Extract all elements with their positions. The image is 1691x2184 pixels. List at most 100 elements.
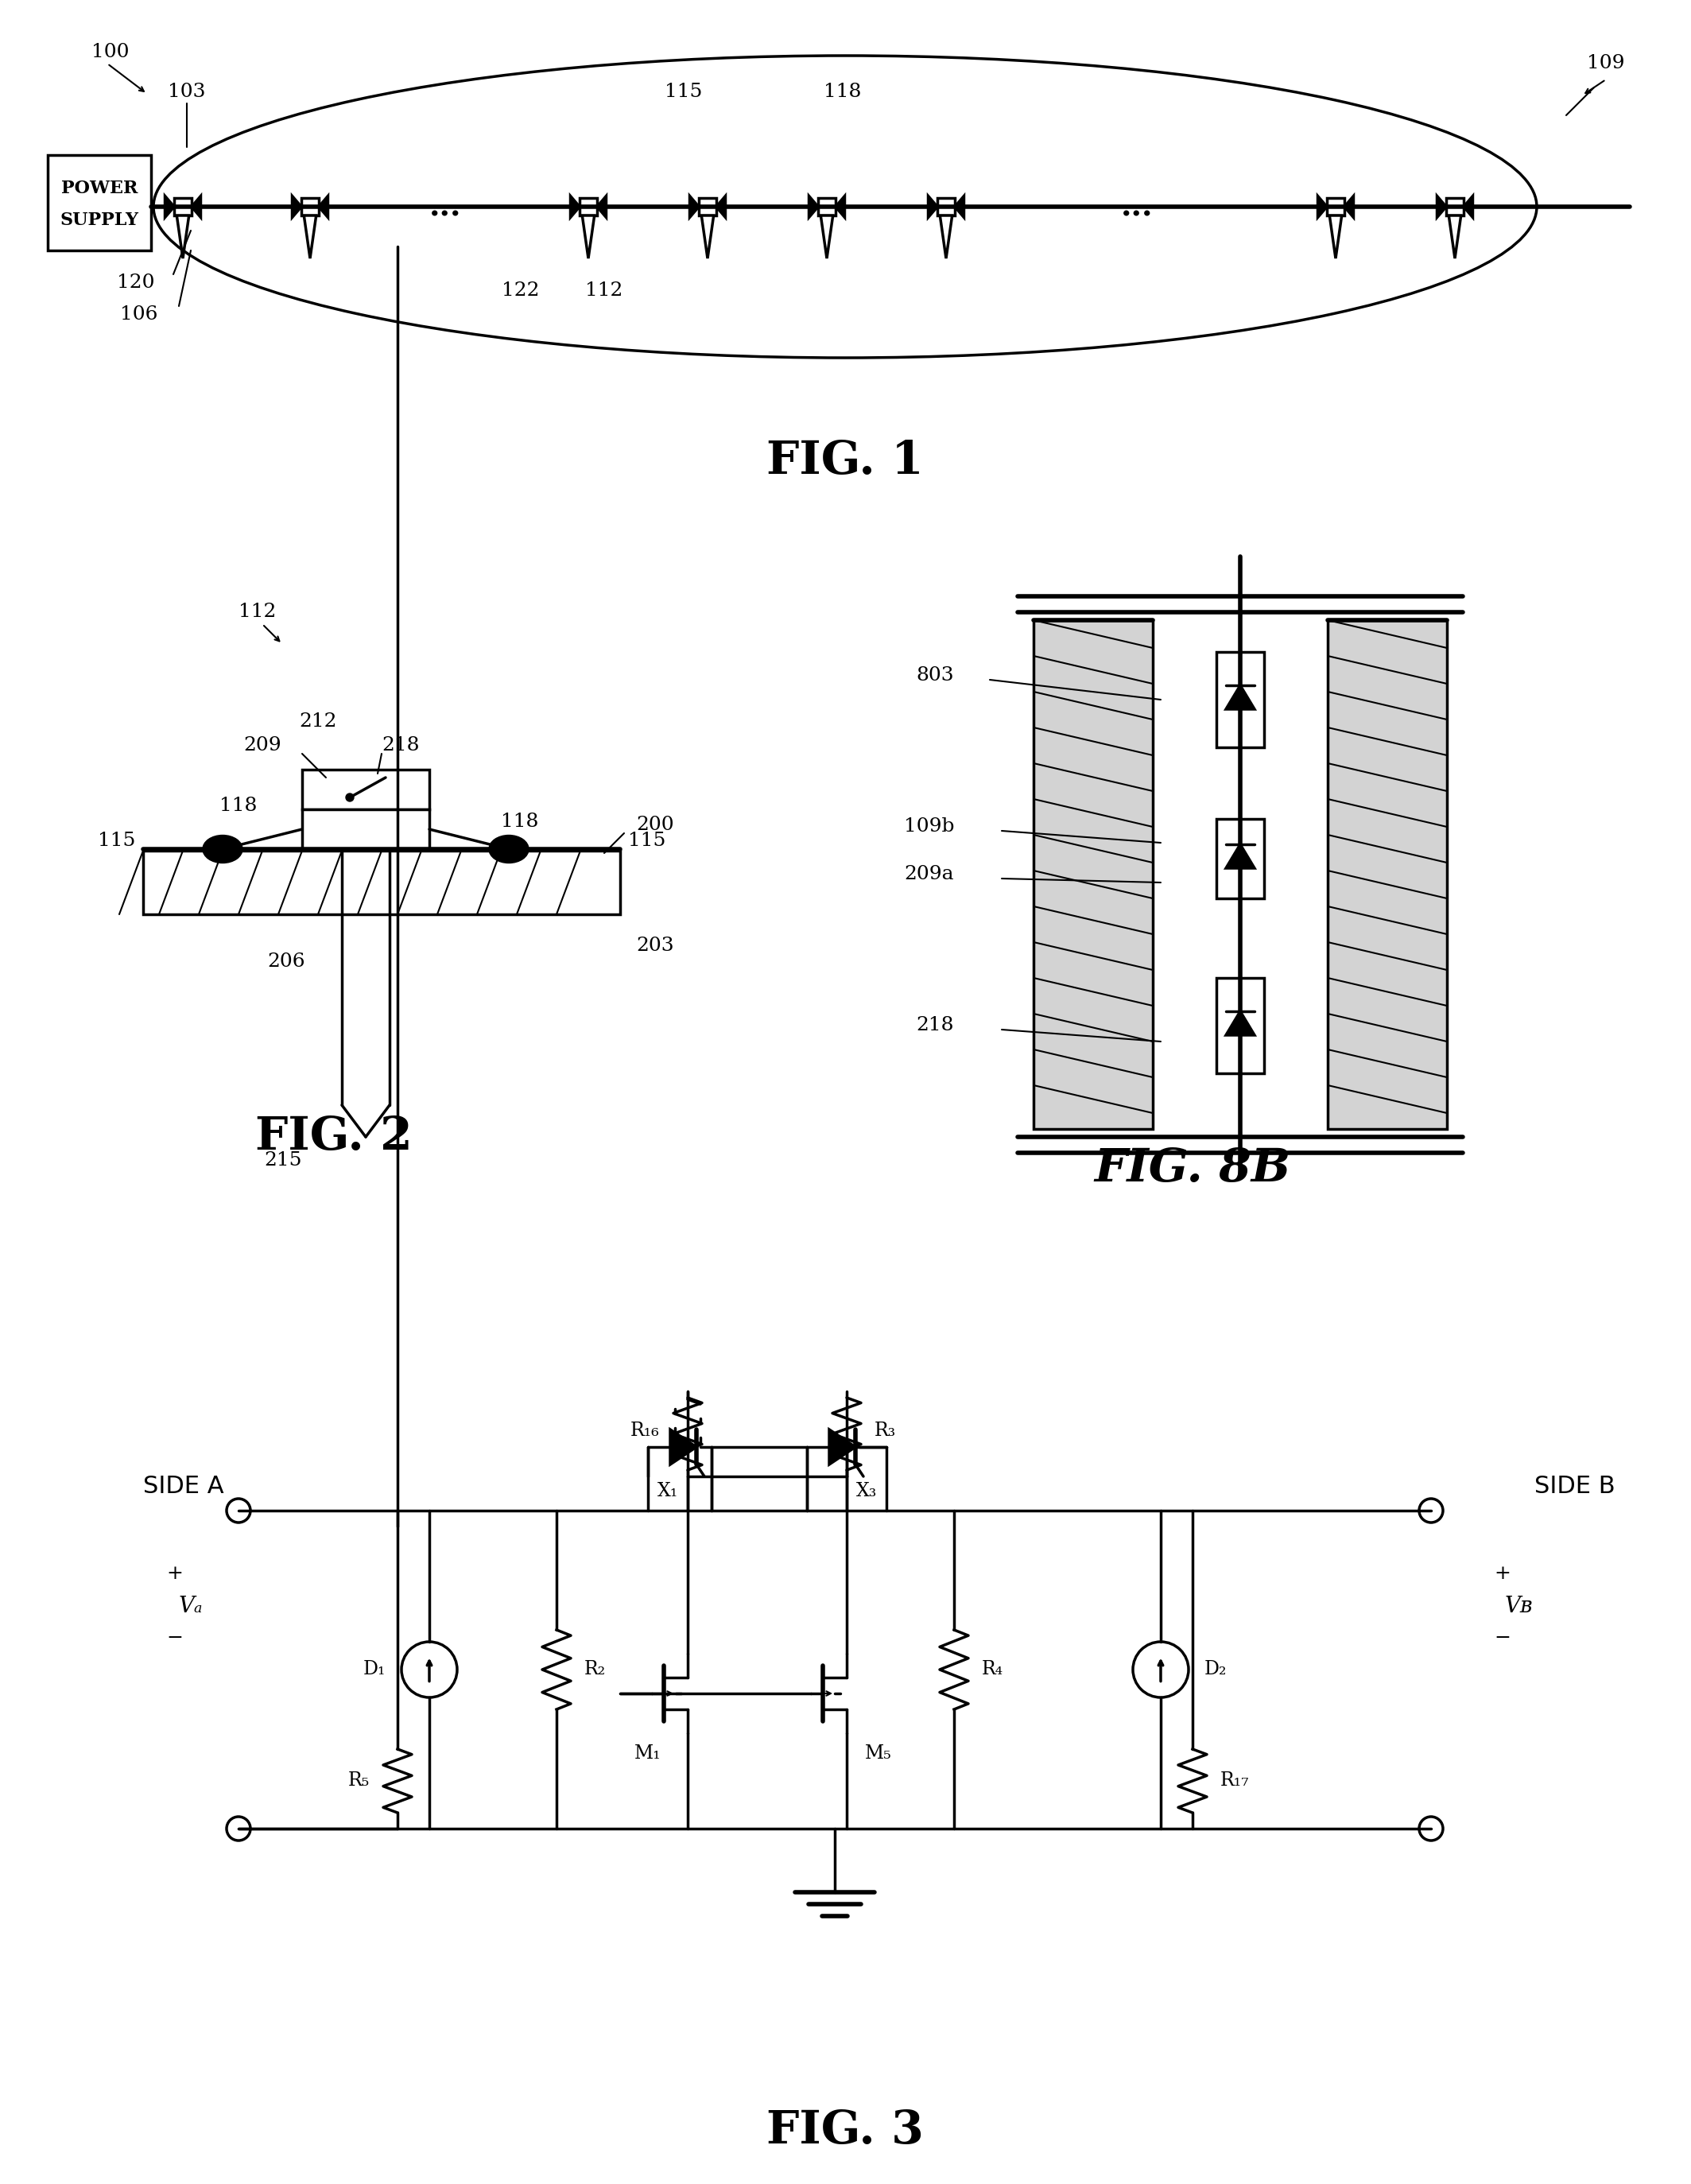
Bar [698,199,717,216]
Bar [1216,819,1265,898]
Text: 109b: 109b [903,817,954,836]
Text: R₃: R₃ [874,1422,896,1439]
Text: POWER: POWER [61,179,137,197]
Polygon shape [1449,216,1461,258]
Text: 212: 212 [299,712,337,732]
Text: 218: 218 [382,736,419,756]
Ellipse shape [154,55,1537,358]
Bar [144,852,621,915]
Polygon shape [1344,197,1353,218]
Text: R₁₇: R₁₇ [1221,1771,1250,1791]
Bar [1446,199,1464,216]
Circle shape [1419,1498,1442,1522]
Text: 103: 103 [167,83,206,100]
Text: 209: 209 [244,736,281,756]
Text: +: + [167,1566,183,1583]
Polygon shape [702,216,714,258]
Text: +: + [1495,1566,1510,1583]
Text: 115: 115 [627,832,666,850]
Text: FIG. 3: FIG. 3 [766,2108,923,2153]
Polygon shape [829,1431,856,1465]
Polygon shape [1226,686,1255,710]
Polygon shape [1329,216,1341,258]
Text: SUPPLY: SUPPLY [61,212,139,229]
Polygon shape [928,197,937,218]
Polygon shape [690,197,698,218]
Polygon shape [670,1431,697,1465]
Polygon shape [304,216,316,258]
Text: R₂: R₂ [585,1660,605,1679]
Text: 206: 206 [267,952,304,972]
Polygon shape [320,197,328,218]
Circle shape [227,1498,250,1522]
Polygon shape [940,216,952,258]
Bar [1033,620,1153,1129]
Text: 109: 109 [1588,55,1625,72]
Polygon shape [597,197,605,218]
Circle shape [1133,1642,1189,1697]
Text: 215: 215 [264,1151,303,1171]
Ellipse shape [489,834,529,863]
Text: 118: 118 [501,812,538,830]
Circle shape [401,1642,457,1697]
Text: FIG. 8B: FIG. 8B [1094,1147,1290,1190]
Bar [303,769,430,810]
Text: R₁₆: R₁₆ [631,1422,659,1439]
Text: 122: 122 [502,282,539,299]
Polygon shape [293,197,301,218]
Polygon shape [820,216,834,258]
Bar [1327,620,1447,1129]
Text: X₃: X₃ [856,1481,878,1500]
Text: D₂: D₂ [1204,1660,1228,1679]
Text: M₅: M₅ [866,1745,891,1762]
Polygon shape [1317,197,1327,218]
Polygon shape [835,197,846,218]
Text: 112: 112 [585,282,622,299]
Polygon shape [570,197,580,218]
Bar [301,199,320,216]
Bar [1216,653,1265,747]
Text: 803: 803 [917,666,954,686]
Text: −: − [166,1629,183,1647]
Text: ...: ... [1121,192,1153,223]
Bar [303,810,430,850]
Polygon shape [582,216,595,258]
Ellipse shape [203,834,242,863]
Text: FIG. 2: FIG. 2 [255,1114,413,1160]
Text: 209a: 209a [905,865,954,885]
Polygon shape [1437,197,1446,218]
Bar [937,199,955,216]
Text: 118: 118 [220,797,257,815]
Text: 203: 203 [636,937,675,954]
Text: X₁: X₁ [658,1481,678,1500]
Text: FIG. 1: FIG. 1 [766,439,923,483]
Polygon shape [1226,845,1255,869]
Bar [47,155,150,251]
Polygon shape [1464,197,1473,218]
Polygon shape [166,197,174,218]
Polygon shape [178,216,189,258]
Bar [174,199,191,216]
Text: Vʙ: Vʙ [1505,1594,1532,1616]
Text: −: − [1495,1629,1512,1647]
Polygon shape [1226,1011,1255,1035]
Text: 115: 115 [98,832,135,850]
Polygon shape [808,197,818,218]
Bar [580,199,597,216]
Text: R₄: R₄ [982,1660,1003,1679]
Polygon shape [717,197,725,218]
Text: D₁: D₁ [364,1660,386,1679]
Text: Vₐ: Vₐ [179,1594,203,1616]
Text: 100: 100 [91,41,129,61]
Circle shape [227,1817,250,1841]
Text: 200: 200 [636,817,675,834]
Text: M₁: M₁ [634,1745,661,1762]
Circle shape [347,793,353,802]
Text: 115: 115 [665,83,702,100]
Text: R₅: R₅ [348,1771,370,1791]
Circle shape [1419,1817,1442,1841]
Text: 120: 120 [117,273,156,290]
Text: 118: 118 [824,83,861,100]
Polygon shape [955,197,964,218]
Polygon shape [191,197,201,218]
